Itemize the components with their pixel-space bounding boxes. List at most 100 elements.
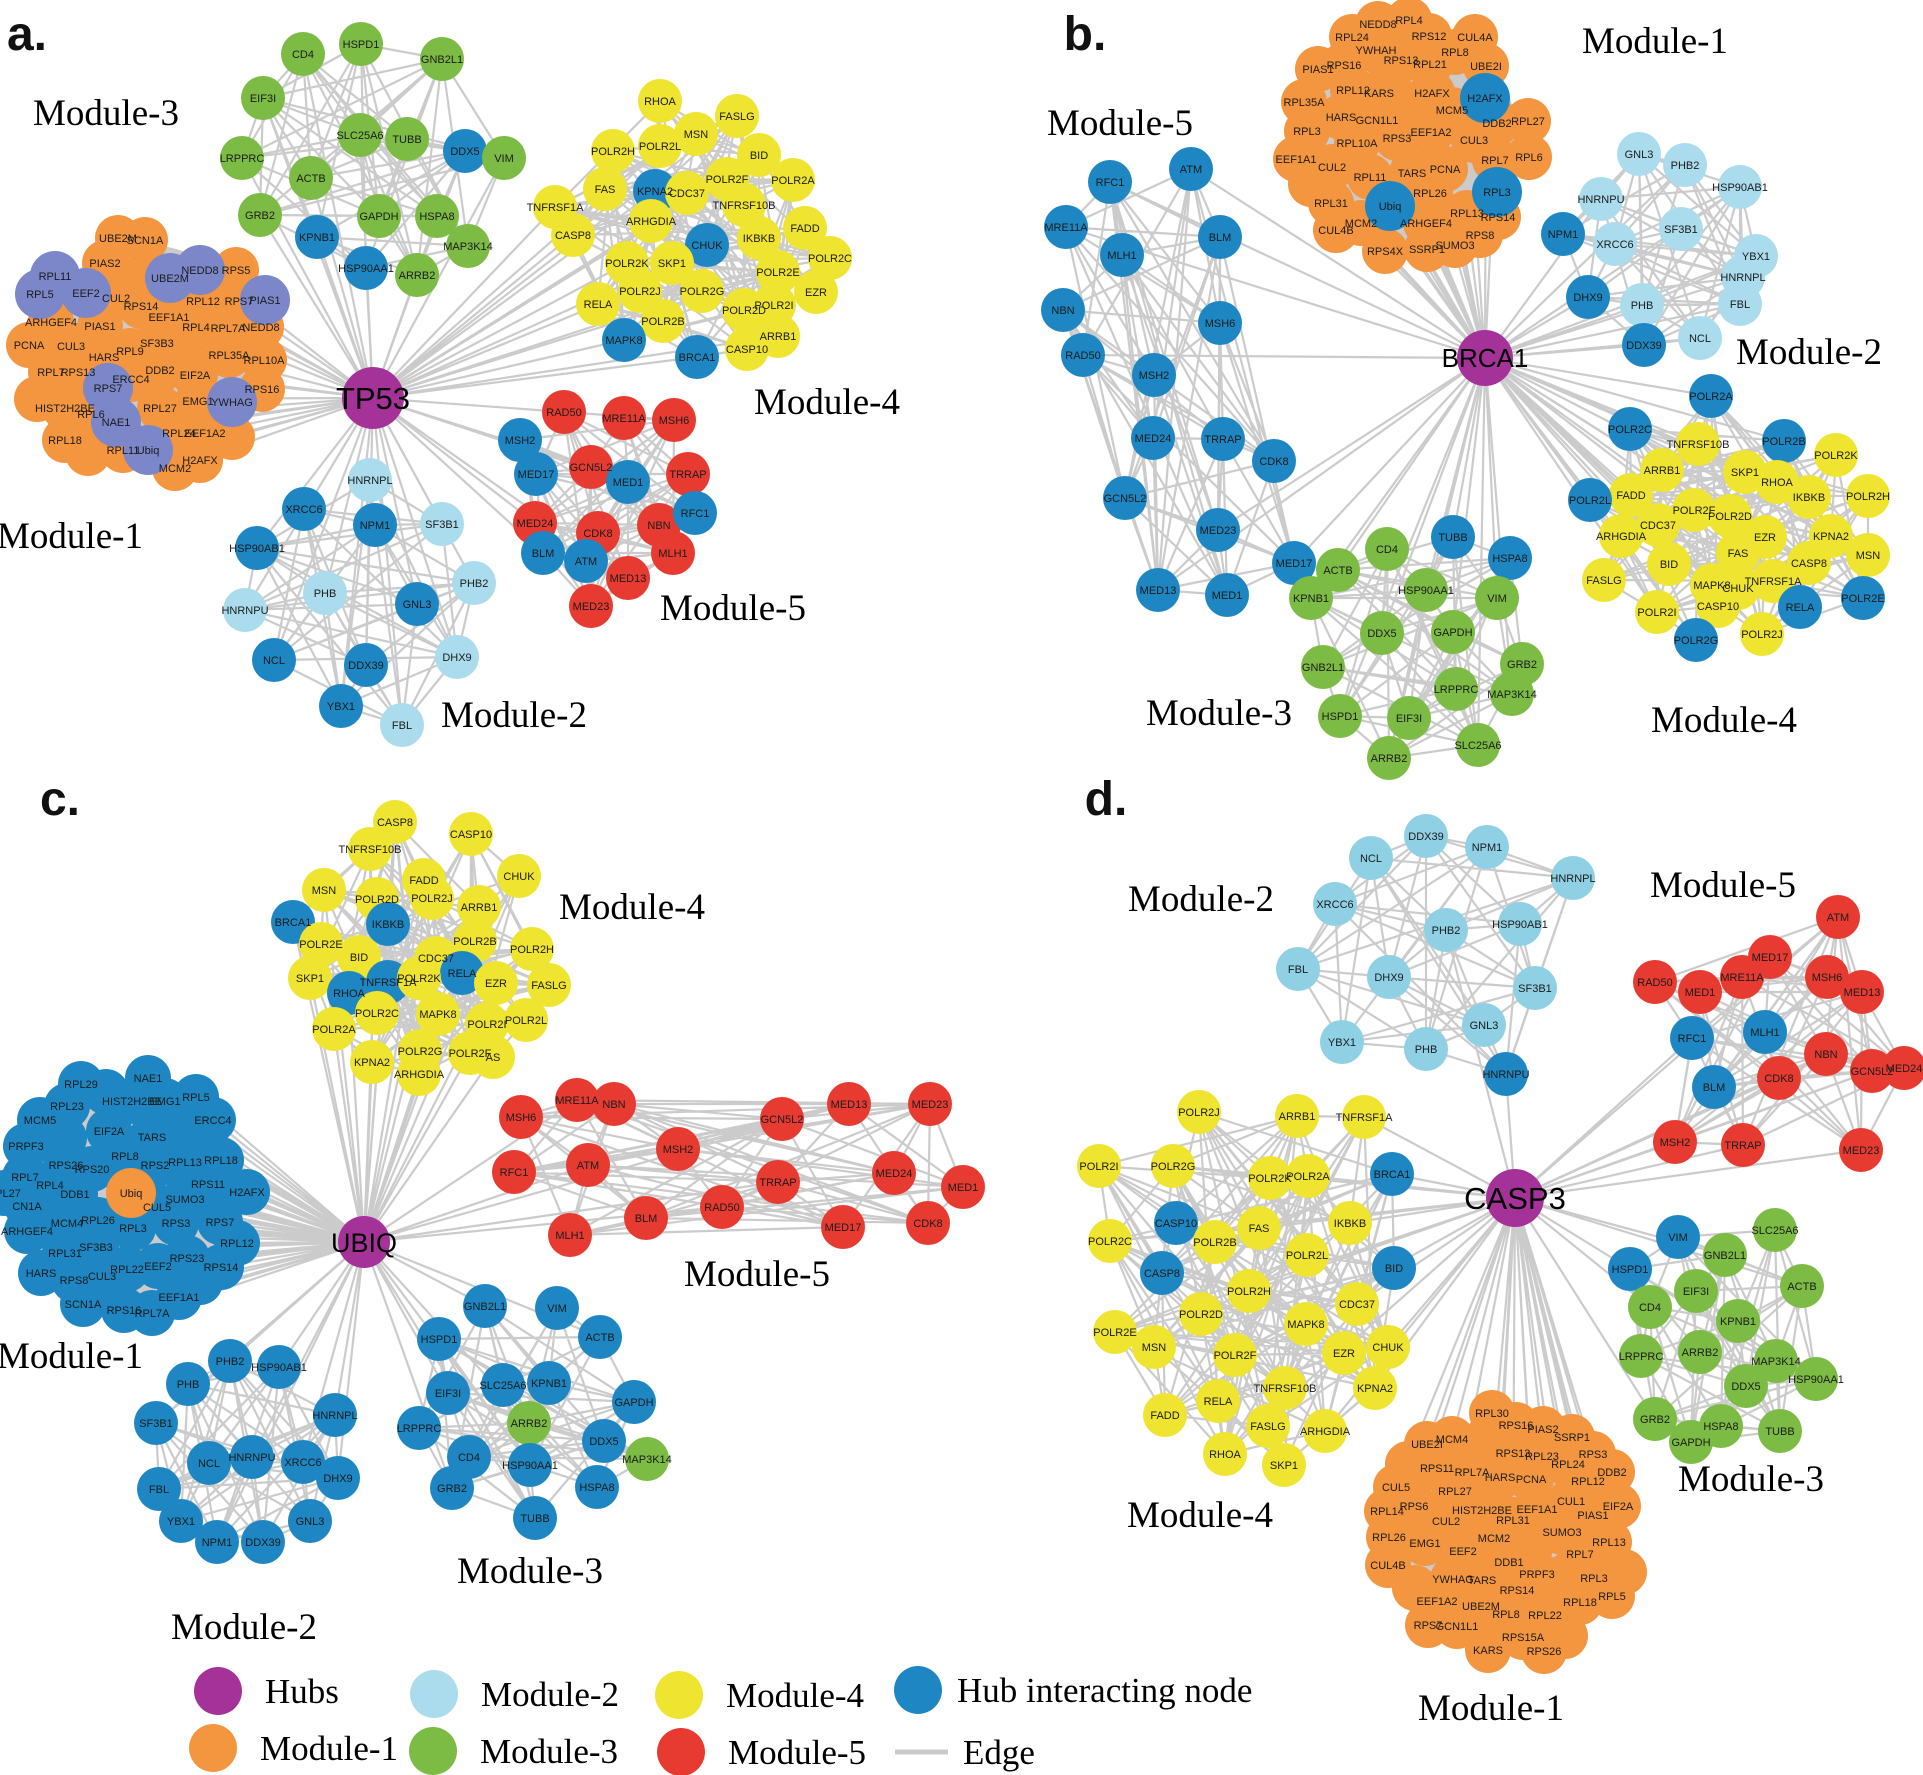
svg-text:VIM: VIM [494,153,514,165]
svg-text:RAD50: RAD50 [546,407,581,419]
svg-text:ACTB: ACTB [585,1332,614,1344]
svg-text:FAS: FAS [1249,1223,1270,1235]
svg-text:NBN: NBN [602,1099,625,1111]
svg-text:RPS3: RPS3 [1579,1449,1608,1461]
svg-text:MLH1: MLH1 [1750,1027,1779,1039]
svg-text:BRCA1: BRCA1 [1374,1169,1411,1181]
svg-text:POLR2H: POLR2H [1227,1286,1271,1298]
svg-text:IKBKB: IKBKB [1334,1218,1366,1230]
svg-text:Module-1: Module-1 [1582,21,1728,62]
svg-text:SLC25A6: SLC25A6 [1751,1225,1798,1237]
svg-text:CASP10: CASP10 [1697,601,1739,613]
svg-text:MAP3K14: MAP3K14 [1487,689,1537,701]
svg-text:CD4: CD4 [458,1452,480,1464]
svg-text:POLR2G: POLR2G [398,1046,443,1058]
svg-text:RPL27: RPL27 [0,1188,21,1200]
svg-text:HSPA8: HSPA8 [579,1482,614,1494]
svg-text:CASP10: CASP10 [726,344,768,356]
svg-text:SSRP1: SSRP1 [1409,244,1445,256]
svg-text:FADD: FADD [1616,490,1645,502]
svg-text:CDC37: CDC37 [1339,1299,1375,1311]
svg-text:ATM: ATM [577,1160,599,1172]
svg-text:H2AFX: H2AFX [229,1187,265,1199]
svg-text:a.: a. [7,8,47,61]
svg-text:Module-5: Module-5 [1650,865,1796,906]
svg-text:BID: BID [1660,559,1678,571]
svg-text:GAPDH: GAPDH [1671,1437,1710,1449]
svg-text:TUBB: TUBB [1438,532,1467,544]
svg-text:RPL27: RPL27 [1438,1486,1472,1498]
svg-text:Module-4: Module-4 [559,887,705,928]
svg-text:HSP90AB1: HSP90AB1 [1712,182,1768,194]
svg-text:POLR2C: POLR2C [1608,424,1652,436]
svg-text:MED17: MED17 [518,469,555,481]
svg-text:TRRAP: TRRAP [759,1177,796,1189]
svg-text:RFC1: RFC1 [1678,1033,1707,1045]
svg-text:TRRAP: TRRAP [1204,434,1241,446]
svg-text:YBX1: YBX1 [167,1516,195,1528]
svg-text:RPL12: RPL12 [220,1238,254,1250]
svg-text:SUMO3: SUMO3 [1435,240,1474,252]
svg-text:YBX1: YBX1 [1328,1037,1356,1049]
svg-text:NPM1: NPM1 [1548,229,1579,241]
svg-text:FADD: FADD [790,223,819,235]
svg-text:RPS7: RPS7 [206,1217,235,1229]
svg-text:XRCC6: XRCC6 [284,1457,321,1469]
svg-text:POLR2I: POLR2I [467,1019,506,1031]
svg-text:RPS13: RPS13 [61,367,96,379]
svg-text:UBIQ: UBIQ [331,1228,397,1258]
svg-text:NEDD8: NEDD8 [242,322,279,334]
svg-text:IKBKB: IKBKB [1793,492,1825,504]
svg-text:MED1: MED1 [1685,987,1716,999]
svg-text:EZR: EZR [805,287,827,299]
svg-text:RPL35A: RPL35A [1284,97,1326,109]
svg-text:RPL7: RPL7 [37,367,65,379]
svg-text:Module-3: Module-3 [457,1551,603,1592]
svg-text:RFC1: RFC1 [681,508,710,520]
svg-text:RPS14: RPS14 [204,1262,239,1274]
svg-text:EIF3I: EIF3I [1683,1286,1709,1298]
svg-text:GNB2L1: GNB2L1 [464,1301,506,1313]
svg-text:CDK8: CDK8 [913,1218,942,1230]
svg-text:CDK8: CDK8 [1764,1073,1793,1085]
svg-text:POLR2I: POLR2I [1079,1161,1118,1173]
svg-text:BLM: BLM [1209,232,1232,244]
svg-text:MSH6: MSH6 [659,415,690,427]
svg-text:RPS16: RPS16 [245,384,280,396]
svg-text:HSP90AA1: HSP90AA1 [338,263,394,275]
svg-text:TNFRSF1A: TNFRSF1A [360,977,418,989]
svg-text:RELA: RELA [1204,1396,1233,1408]
svg-text:LRPPRC: LRPPRC [1434,684,1479,696]
svg-text:SKP1: SKP1 [1270,1460,1298,1472]
svg-text:RPS13: RPS13 [1496,1448,1531,1460]
svg-text:RPS14: RPS14 [1481,212,1516,224]
svg-text:Hubs: Hubs [265,1672,339,1711]
svg-text:RELA: RELA [448,968,477,980]
svg-text:CASP8: CASP8 [1791,558,1827,570]
svg-text:DDX5: DDX5 [450,146,479,158]
svg-text:DDB2: DDB2 [145,365,174,377]
svg-text:MED17: MED17 [1752,952,1789,964]
svg-text:RPL12: RPL12 [186,296,220,308]
svg-text:DDB1: DDB1 [60,1189,89,1201]
svg-text:CUL3: CUL3 [88,1271,116,1283]
svg-text:KPNB1: KPNB1 [531,1378,567,1390]
svg-text:KPNA2: KPNA2 [637,186,673,198]
svg-text:RPL5: RPL5 [26,289,54,301]
svg-text:PHB: PHB [1631,300,1654,312]
svg-text:HSP90AB1: HSP90AB1 [251,1362,307,1374]
svg-text:DDX39: DDX39 [1408,831,1443,843]
svg-text:HNRNPU: HNRNPU [1482,1069,1529,1081]
svg-text:HNRNPL: HNRNPL [312,1410,357,1422]
svg-text:POLR2D: POLR2D [1179,1309,1223,1321]
svg-text:MSN: MSN [684,129,709,141]
svg-text:ARRB2: ARRB2 [1682,1347,1719,1359]
svg-text:Module-3: Module-3 [1146,693,1292,734]
svg-text:Ubiq: Ubiq [1379,201,1402,213]
svg-text:NAE1: NAE1 [134,1073,163,1085]
svg-text:RPS16: RPS16 [107,1305,142,1317]
svg-text:UBE2I: UBE2I [1411,1439,1443,1451]
svg-text:MSN: MSN [1856,550,1881,562]
svg-text:EEF1A1: EEF1A1 [159,1292,200,1304]
svg-text:POLR2J: POLR2J [619,286,661,298]
